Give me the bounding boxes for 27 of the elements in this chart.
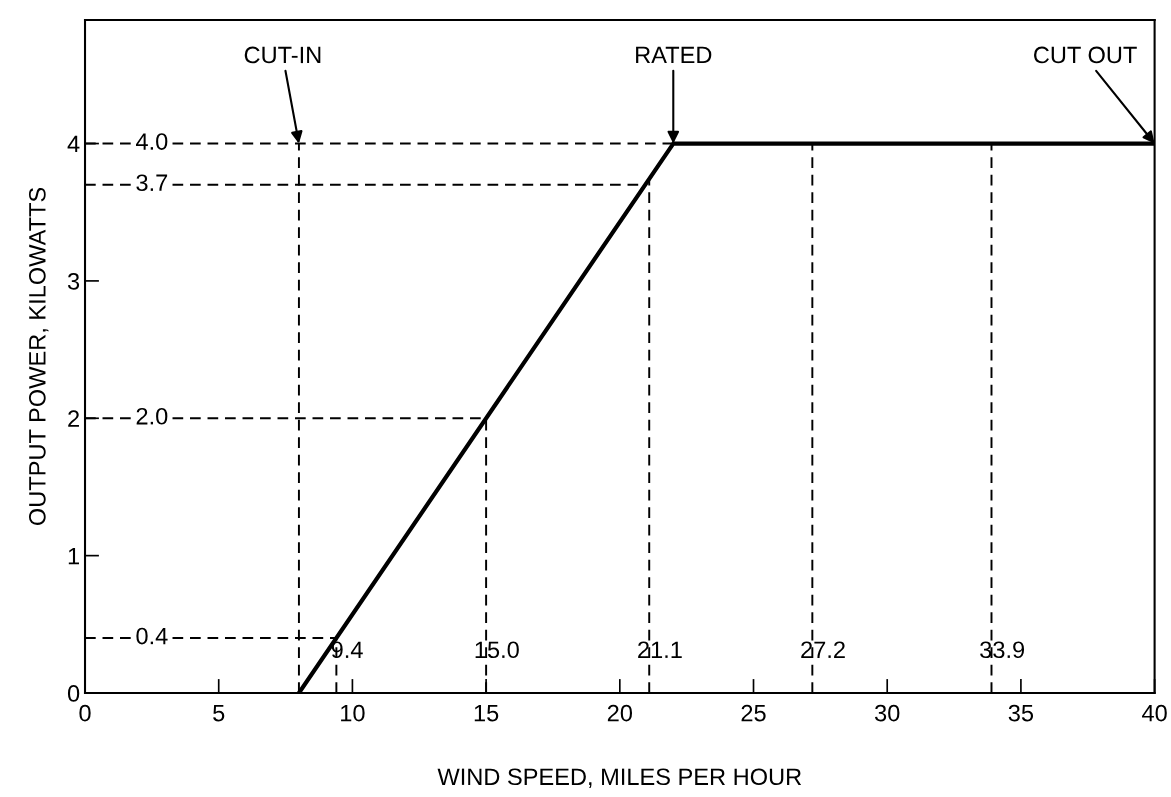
y-axis-title: OUTPUT POWER, KILOWATTS [28, 187, 49, 526]
x-tick-label: 25 [741, 704, 766, 722]
x-tick-label: 15 [474, 704, 499, 722]
annotation: RATED [636, 46, 712, 64]
ref-line-label: 0.4 [136, 627, 168, 645]
x-tick-label: 40 [1142, 704, 1167, 722]
annotation: CUT-IN [244, 46, 321, 64]
ref-line-label: 21.1 [638, 641, 682, 658]
y-tick-label: 2 [68, 410, 79, 427]
x-tick-label: 5 [213, 704, 225, 722]
x-tick-label: 30 [874, 704, 900, 722]
x-tick-label: 10 [341, 704, 365, 722]
ref-line-label: 33.9 [980, 641, 1025, 659]
ref-line-label: 15.0 [475, 641, 519, 659]
ref-line-label: 2.0 [136, 407, 168, 425]
ref-line-label: 3.7 [136, 174, 168, 192]
x-axis-title: WIND SPEED, MILES PER HOUR [437, 768, 802, 788]
y-tick-label: 3 [67, 272, 80, 290]
x-tick-label: 35 [1008, 704, 1034, 722]
annotation: CUT OUT [1034, 46, 1137, 64]
y-tick-label: 4 [67, 135, 80, 153]
ref-line-label: 4.0 [136, 133, 168, 150]
x-tick-label: 20 [607, 704, 633, 722]
y-tick-label: 1 [68, 547, 79, 565]
y-tick-label: 0 [67, 685, 80, 702]
x-tick-label: 0 [79, 704, 91, 722]
ref-line-label: 27.2 [801, 641, 845, 658]
